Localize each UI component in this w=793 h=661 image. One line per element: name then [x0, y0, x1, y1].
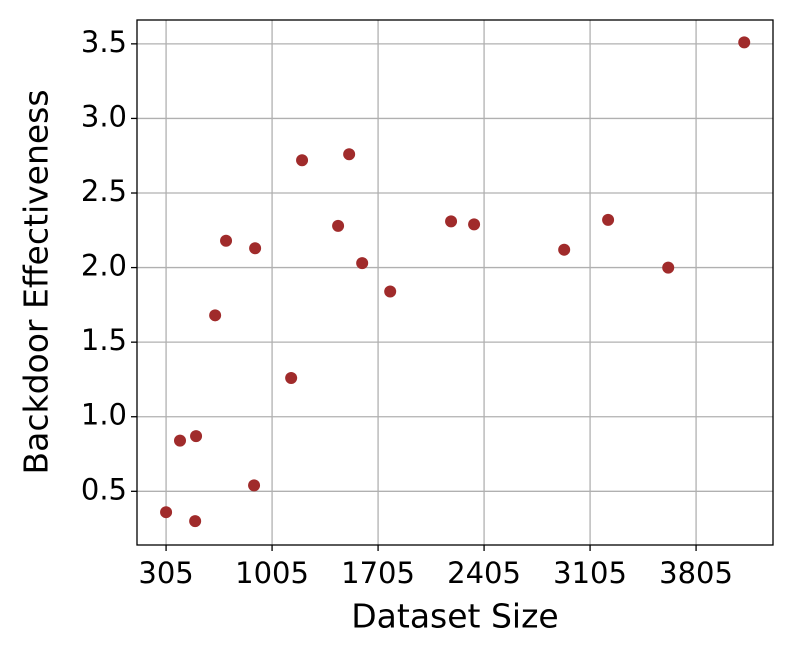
- point: [384, 285, 397, 298]
- point: [602, 213, 615, 226]
- point: [343, 148, 356, 161]
- point: [220, 234, 233, 247]
- y-tick-label: 2.0: [81, 249, 127, 283]
- point: [248, 479, 261, 492]
- point: [662, 261, 675, 274]
- point: [356, 257, 369, 270]
- y-tick-label: 1.0: [81, 398, 127, 432]
- point: [190, 430, 203, 443]
- point: [160, 506, 173, 519]
- x-tick-label: 3105: [553, 556, 627, 590]
- y-tick-label: 2.5: [81, 174, 127, 208]
- point: [209, 309, 222, 322]
- x-tick-label: 2405: [447, 556, 521, 590]
- y-axis-label: Backdoor Effectiveness: [17, 89, 56, 474]
- point: [174, 434, 187, 447]
- point: [249, 242, 262, 255]
- point: [738, 36, 751, 49]
- x-tick-label: 1005: [235, 556, 309, 590]
- point: [332, 219, 345, 232]
- y-tick-label: 3.0: [81, 99, 127, 133]
- x-tick-label: 1705: [341, 556, 415, 590]
- point: [285, 371, 298, 384]
- point: [296, 154, 309, 167]
- point: [189, 515, 202, 528]
- y-tick-label: 0.5: [81, 472, 127, 506]
- x-tick-label: 3805: [659, 556, 733, 590]
- x-axis-label: Dataset Size: [351, 597, 558, 636]
- plot-frame: [136, 19, 774, 546]
- x-tick-label: 305: [138, 556, 193, 590]
- point: [558, 243, 571, 256]
- point: [445, 215, 458, 228]
- y-tick-label: 1.5: [81, 323, 127, 357]
- point: [468, 218, 481, 231]
- y-tick-label: 3.5: [81, 25, 127, 59]
